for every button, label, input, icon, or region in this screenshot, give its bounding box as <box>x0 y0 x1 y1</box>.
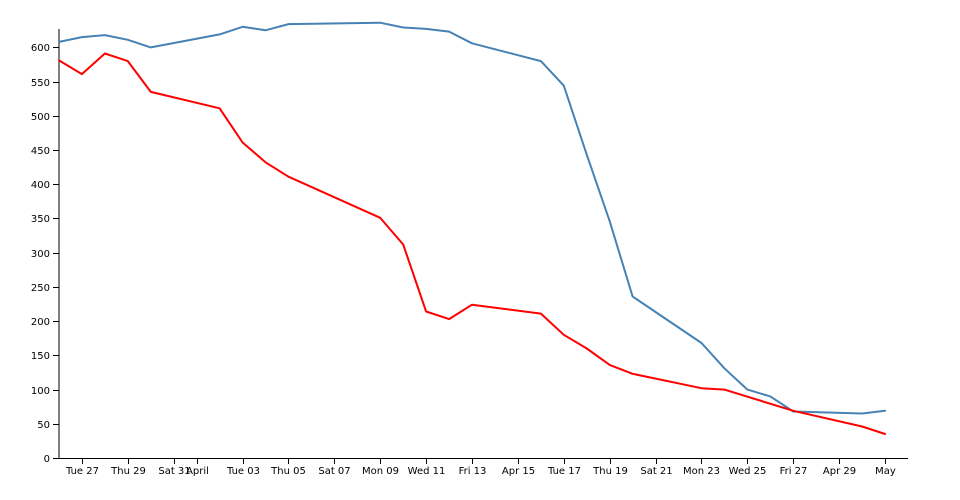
series-line-2 <box>58 52 887 435</box>
x-tick-label: Mon 09 <box>362 466 399 477</box>
y-tick-label: 0 <box>44 454 50 465</box>
x-tick-label: Wed 11 <box>408 466 446 477</box>
x-tick-label: Wed 25 <box>729 466 767 477</box>
x-tick-label: Mon 23 <box>683 466 720 477</box>
y-tick-label: 550 <box>31 78 50 89</box>
x-tick-label: Tue 03 <box>226 466 260 477</box>
y-tick-label: 50 <box>37 420 50 431</box>
x-tick-label: Tue 27 <box>65 466 99 477</box>
x-tick-label: Fri 27 <box>780 466 808 477</box>
y-tick-label: 600 <box>31 43 50 54</box>
x-tick-label: Thu 05 <box>270 466 306 477</box>
x-tick-label: Apr 15 <box>502 466 535 477</box>
y-tick-label: 400 <box>31 180 50 191</box>
y-tick-label: 250 <box>31 283 50 294</box>
y-tick-label: 100 <box>31 386 50 397</box>
x-tick-label: Thu 19 <box>592 466 628 477</box>
x-tick-label: May <box>875 466 896 477</box>
y-tick-label: 200 <box>31 317 50 328</box>
x-tick-label: Thu 29 <box>110 466 146 477</box>
x-tick-label: Fri 13 <box>459 466 487 477</box>
x-tick-label: Tue 17 <box>547 466 581 477</box>
x-tick-label: Sat 21 <box>640 466 672 477</box>
y-tick-label: 300 <box>31 249 50 260</box>
x-tick-label: April <box>186 466 209 477</box>
series-line-1 <box>58 21 887 415</box>
y-axis: 0 50 100 150 200 250 300 350 400 450 500 550 600 <box>31 29 60 465</box>
x-tick-label: Sat 31 <box>158 466 190 477</box>
x-tick-label: Sat 07 <box>318 466 350 477</box>
y-tick-label: 150 <box>31 351 50 362</box>
series-group <box>58 21 887 435</box>
y-tick-label: 450 <box>31 146 50 157</box>
x-tick-label: Apr 29 <box>823 466 856 477</box>
y-tick-label: 350 <box>31 214 50 225</box>
y-tick-label: 500 <box>31 112 50 123</box>
